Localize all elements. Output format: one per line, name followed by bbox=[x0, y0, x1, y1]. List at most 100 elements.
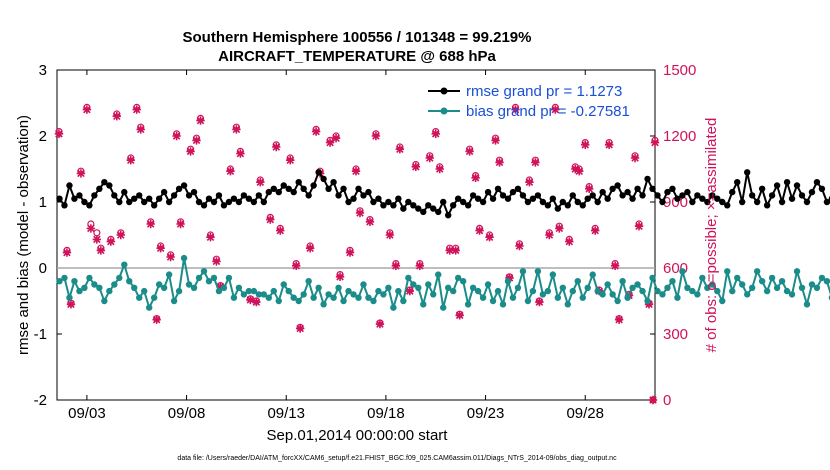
bias-point bbox=[325, 291, 332, 298]
obs-assimilated-point bbox=[96, 246, 106, 255]
bias-point bbox=[798, 284, 806, 291]
obs-assimilated-point bbox=[146, 219, 155, 229]
rmse-point bbox=[150, 202, 158, 209]
obs-assimilated-point bbox=[385, 230, 395, 240]
y-left-tick-label: 1 bbox=[39, 194, 47, 211]
rmse-point bbox=[519, 192, 527, 199]
rmse-point bbox=[594, 198, 601, 206]
rmse-point bbox=[714, 195, 721, 202]
obs-assimilated-point bbox=[531, 158, 540, 167]
obs-assimilated-point bbox=[475, 226, 484, 235]
bias-point bbox=[220, 284, 228, 291]
bias-point bbox=[295, 297, 302, 305]
y-axis-right-label: # of obs: o=possible; ×=assimilated bbox=[703, 118, 720, 353]
obs-assimilated-point bbox=[226, 167, 235, 176]
rmse-point bbox=[474, 195, 482, 202]
bias-point bbox=[375, 287, 382, 295]
obs-assimilated-point bbox=[375, 319, 385, 329]
obs-assimilated-point bbox=[471, 173, 480, 182]
bias-point bbox=[724, 268, 731, 275]
x-axis-label: Sep.01,2014 00:00:00 start bbox=[267, 427, 449, 444]
rmse-point bbox=[175, 185, 183, 192]
rmse-point bbox=[514, 185, 522, 192]
rmse-point bbox=[220, 202, 228, 209]
obs-assimilated-point bbox=[515, 241, 524, 251]
rmse-point bbox=[584, 195, 591, 202]
rmse-point bbox=[405, 198, 412, 206]
bias-point bbox=[275, 297, 282, 305]
rmse-point bbox=[504, 195, 512, 202]
rmse-point bbox=[549, 195, 557, 202]
bias-point bbox=[66, 294, 73, 301]
bias-point bbox=[719, 297, 726, 305]
bias-point bbox=[604, 281, 611, 288]
bias-point bbox=[694, 291, 701, 298]
obs-assimilated-point bbox=[431, 129, 440, 138]
rmse-point bbox=[240, 192, 248, 199]
bias-point bbox=[479, 294, 487, 301]
rmse-point bbox=[813, 179, 821, 186]
obs-assimilated-point bbox=[92, 235, 102, 244]
obs-assimilated-point bbox=[266, 215, 275, 224]
bias-point bbox=[380, 291, 387, 298]
rmse-point bbox=[185, 192, 193, 199]
rmse-point bbox=[554, 205, 562, 212]
bias-point bbox=[315, 284, 322, 291]
obs-assimilated-point bbox=[491, 136, 500, 145]
obs-assimilated-point bbox=[435, 164, 444, 174]
bias-point bbox=[529, 287, 537, 295]
bias-point bbox=[704, 284, 711, 291]
rmse-point bbox=[81, 198, 88, 206]
x-tick-label: 09/23 bbox=[467, 405, 505, 422]
obs-assimilated-point bbox=[610, 261, 620, 270]
rmse-point bbox=[589, 192, 596, 199]
rmse-point bbox=[295, 179, 302, 186]
bias-point bbox=[415, 284, 422, 291]
bias-point bbox=[111, 281, 118, 288]
bias-point bbox=[56, 278, 63, 285]
obs-assimilated-point bbox=[295, 324, 305, 333]
bias-point bbox=[91, 281, 98, 288]
rmse-point bbox=[459, 198, 467, 206]
bias-point bbox=[410, 281, 417, 288]
rmse-point bbox=[654, 192, 661, 199]
rmse-point bbox=[739, 198, 746, 206]
bias-point bbox=[549, 271, 557, 278]
bias-point bbox=[225, 274, 233, 282]
rmse-point bbox=[709, 192, 716, 199]
bias-point bbox=[101, 297, 108, 305]
plot-area bbox=[56, 69, 656, 401]
bias-point bbox=[564, 301, 571, 308]
rmse-point bbox=[609, 185, 616, 192]
rmse-point bbox=[748, 192, 756, 199]
obs-assimilated-point bbox=[634, 222, 644, 231]
bias-point bbox=[459, 278, 467, 285]
rmse-point bbox=[76, 192, 83, 199]
x-tick-label: 09/03 bbox=[68, 405, 106, 422]
bias-point bbox=[579, 294, 586, 301]
bias-point bbox=[76, 287, 83, 295]
bias-point bbox=[330, 294, 337, 301]
rmse-point bbox=[190, 188, 198, 196]
rmse-point bbox=[639, 192, 646, 199]
bias-point bbox=[614, 297, 621, 305]
rmse-point bbox=[260, 198, 268, 206]
obs-assimilated-point bbox=[212, 257, 221, 266]
rmse-point bbox=[435, 208, 442, 216]
bias-point bbox=[255, 291, 263, 298]
rmse-point bbox=[210, 198, 218, 206]
bias-point bbox=[649, 274, 656, 282]
y-left-tick-label: 2 bbox=[39, 128, 47, 145]
bias-point bbox=[674, 294, 681, 301]
rmse-point bbox=[195, 198, 203, 206]
bias-point bbox=[350, 291, 357, 298]
bias-point bbox=[300, 291, 307, 298]
bias-point bbox=[778, 278, 786, 285]
rmse-point bbox=[743, 169, 751, 176]
rmse-point bbox=[818, 185, 826, 192]
bias-point bbox=[763, 287, 771, 295]
rmse-point bbox=[215, 192, 223, 199]
obs-assimilated-point bbox=[648, 395, 658, 405]
obs-assimilated-point bbox=[451, 246, 460, 255]
rmse-point bbox=[170, 192, 178, 199]
